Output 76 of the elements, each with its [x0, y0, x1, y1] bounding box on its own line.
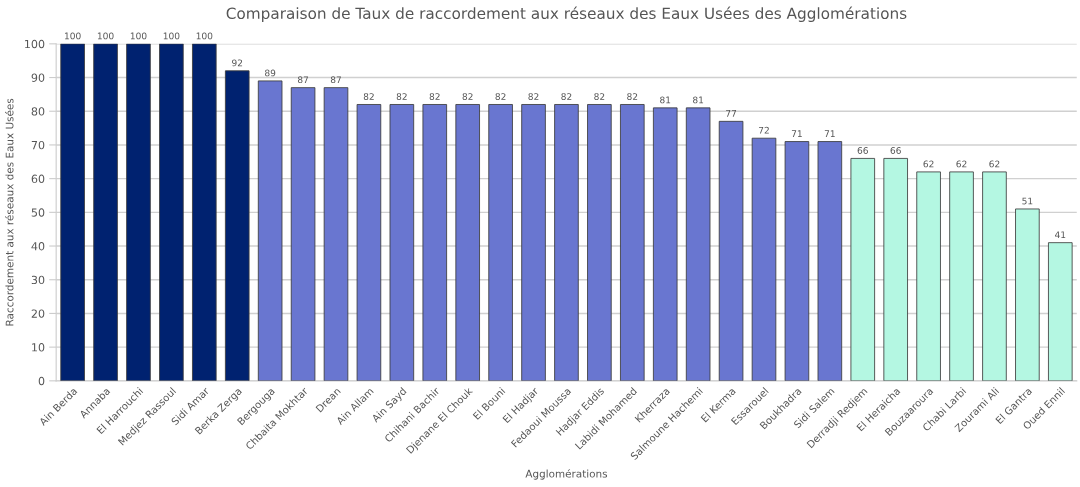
- data-label: 82: [495, 93, 506, 100]
- y-tick-label: 50: [31, 208, 45, 217]
- bar: [850, 157, 876, 381]
- bar: [652, 107, 678, 381]
- data-label: 92: [232, 59, 243, 67]
- bar: [949, 171, 974, 381]
- bar: [620, 104, 645, 381]
- bar: [488, 104, 513, 381]
- bar: [883, 157, 908, 381]
- data-label: 89: [265, 69, 276, 77]
- y-tick-label: 20: [31, 309, 45, 318]
- data-label: 100: [97, 32, 114, 40]
- data-label: 41: [1055, 231, 1066, 239]
- bar: [718, 120, 744, 381]
- bar: [389, 104, 415, 381]
- bar: [422, 104, 448, 381]
- data-label: 100: [163, 32, 180, 40]
- bar: [290, 87, 316, 381]
- bar: [521, 104, 546, 381]
- bar: [1015, 208, 1040, 381]
- data-label: 100: [196, 32, 213, 40]
- data-label: 87: [330, 76, 341, 84]
- data-label: 62: [956, 160, 967, 168]
- data-label: 82: [429, 93, 440, 100]
- bar: [817, 141, 843, 381]
- data-label: 100: [130, 32, 147, 40]
- bar: [751, 137, 777, 381]
- bar: [587, 104, 612, 381]
- data-label: 87: [297, 76, 309, 84]
- data-label: 77: [726, 110, 737, 117]
- data-label: 82: [561, 93, 572, 100]
- y-tick-label: 0: [38, 376, 45, 386]
- bar: [159, 43, 184, 381]
- y-tick-label: 90: [31, 73, 45, 82]
- bar: [224, 70, 250, 381]
- y-tick-label: 80: [31, 107, 45, 116]
- y-tick-label: 60: [31, 174, 45, 184]
- bar: [323, 87, 349, 381]
- bar: [192, 43, 217, 381]
- y-tick-label: 30: [31, 275, 45, 285]
- data-label: 81: [693, 96, 704, 104]
- data-label: 81: [660, 96, 671, 104]
- data-label: 62: [989, 160, 1000, 168]
- data-label: 100: [65, 32, 81, 40]
- data-label: 72: [758, 126, 769, 134]
- data-label: 82: [594, 93, 605, 100]
- bar: [982, 171, 1007, 381]
- x-axis-title: Agglomérations: [525, 469, 608, 480]
- data-label: 66: [890, 147, 901, 154]
- chart-title: Comparaison de Taux de raccordement aux réseaux des Eaux Usées des Agglomérations: [226, 6, 907, 23]
- data-label: 82: [627, 93, 638, 100]
- data-label: 62: [923, 160, 934, 168]
- bar: [784, 141, 810, 381]
- data-label: 66: [857, 147, 868, 154]
- data-label: 71: [791, 130, 802, 137]
- bar: [554, 104, 579, 381]
- bar: [60, 43, 85, 381]
- bar: [685, 107, 711, 381]
- bar: [455, 104, 480, 381]
- y-tick-label: 70: [31, 140, 45, 150]
- y-tick-label: 100: [25, 39, 45, 49]
- bar: [1048, 242, 1073, 381]
- bar: [93, 43, 118, 381]
- data-label: 82: [363, 93, 374, 100]
- bar: [916, 171, 941, 381]
- y-tick-label: 10: [32, 343, 45, 352]
- y-axis-title: Raccordement aux réseaux des Eaux Usées: [5, 98, 14, 326]
- bar: [356, 104, 382, 381]
- y-tick-label: 40: [31, 242, 45, 251]
- data-label: 82: [396, 93, 407, 100]
- bar: [126, 43, 151, 381]
- data-label: 82: [462, 93, 473, 100]
- data-label: 51: [1022, 197, 1033, 205]
- bar: [257, 80, 283, 381]
- data-label: 71: [824, 130, 835, 137]
- data-label: 82: [528, 93, 539, 100]
